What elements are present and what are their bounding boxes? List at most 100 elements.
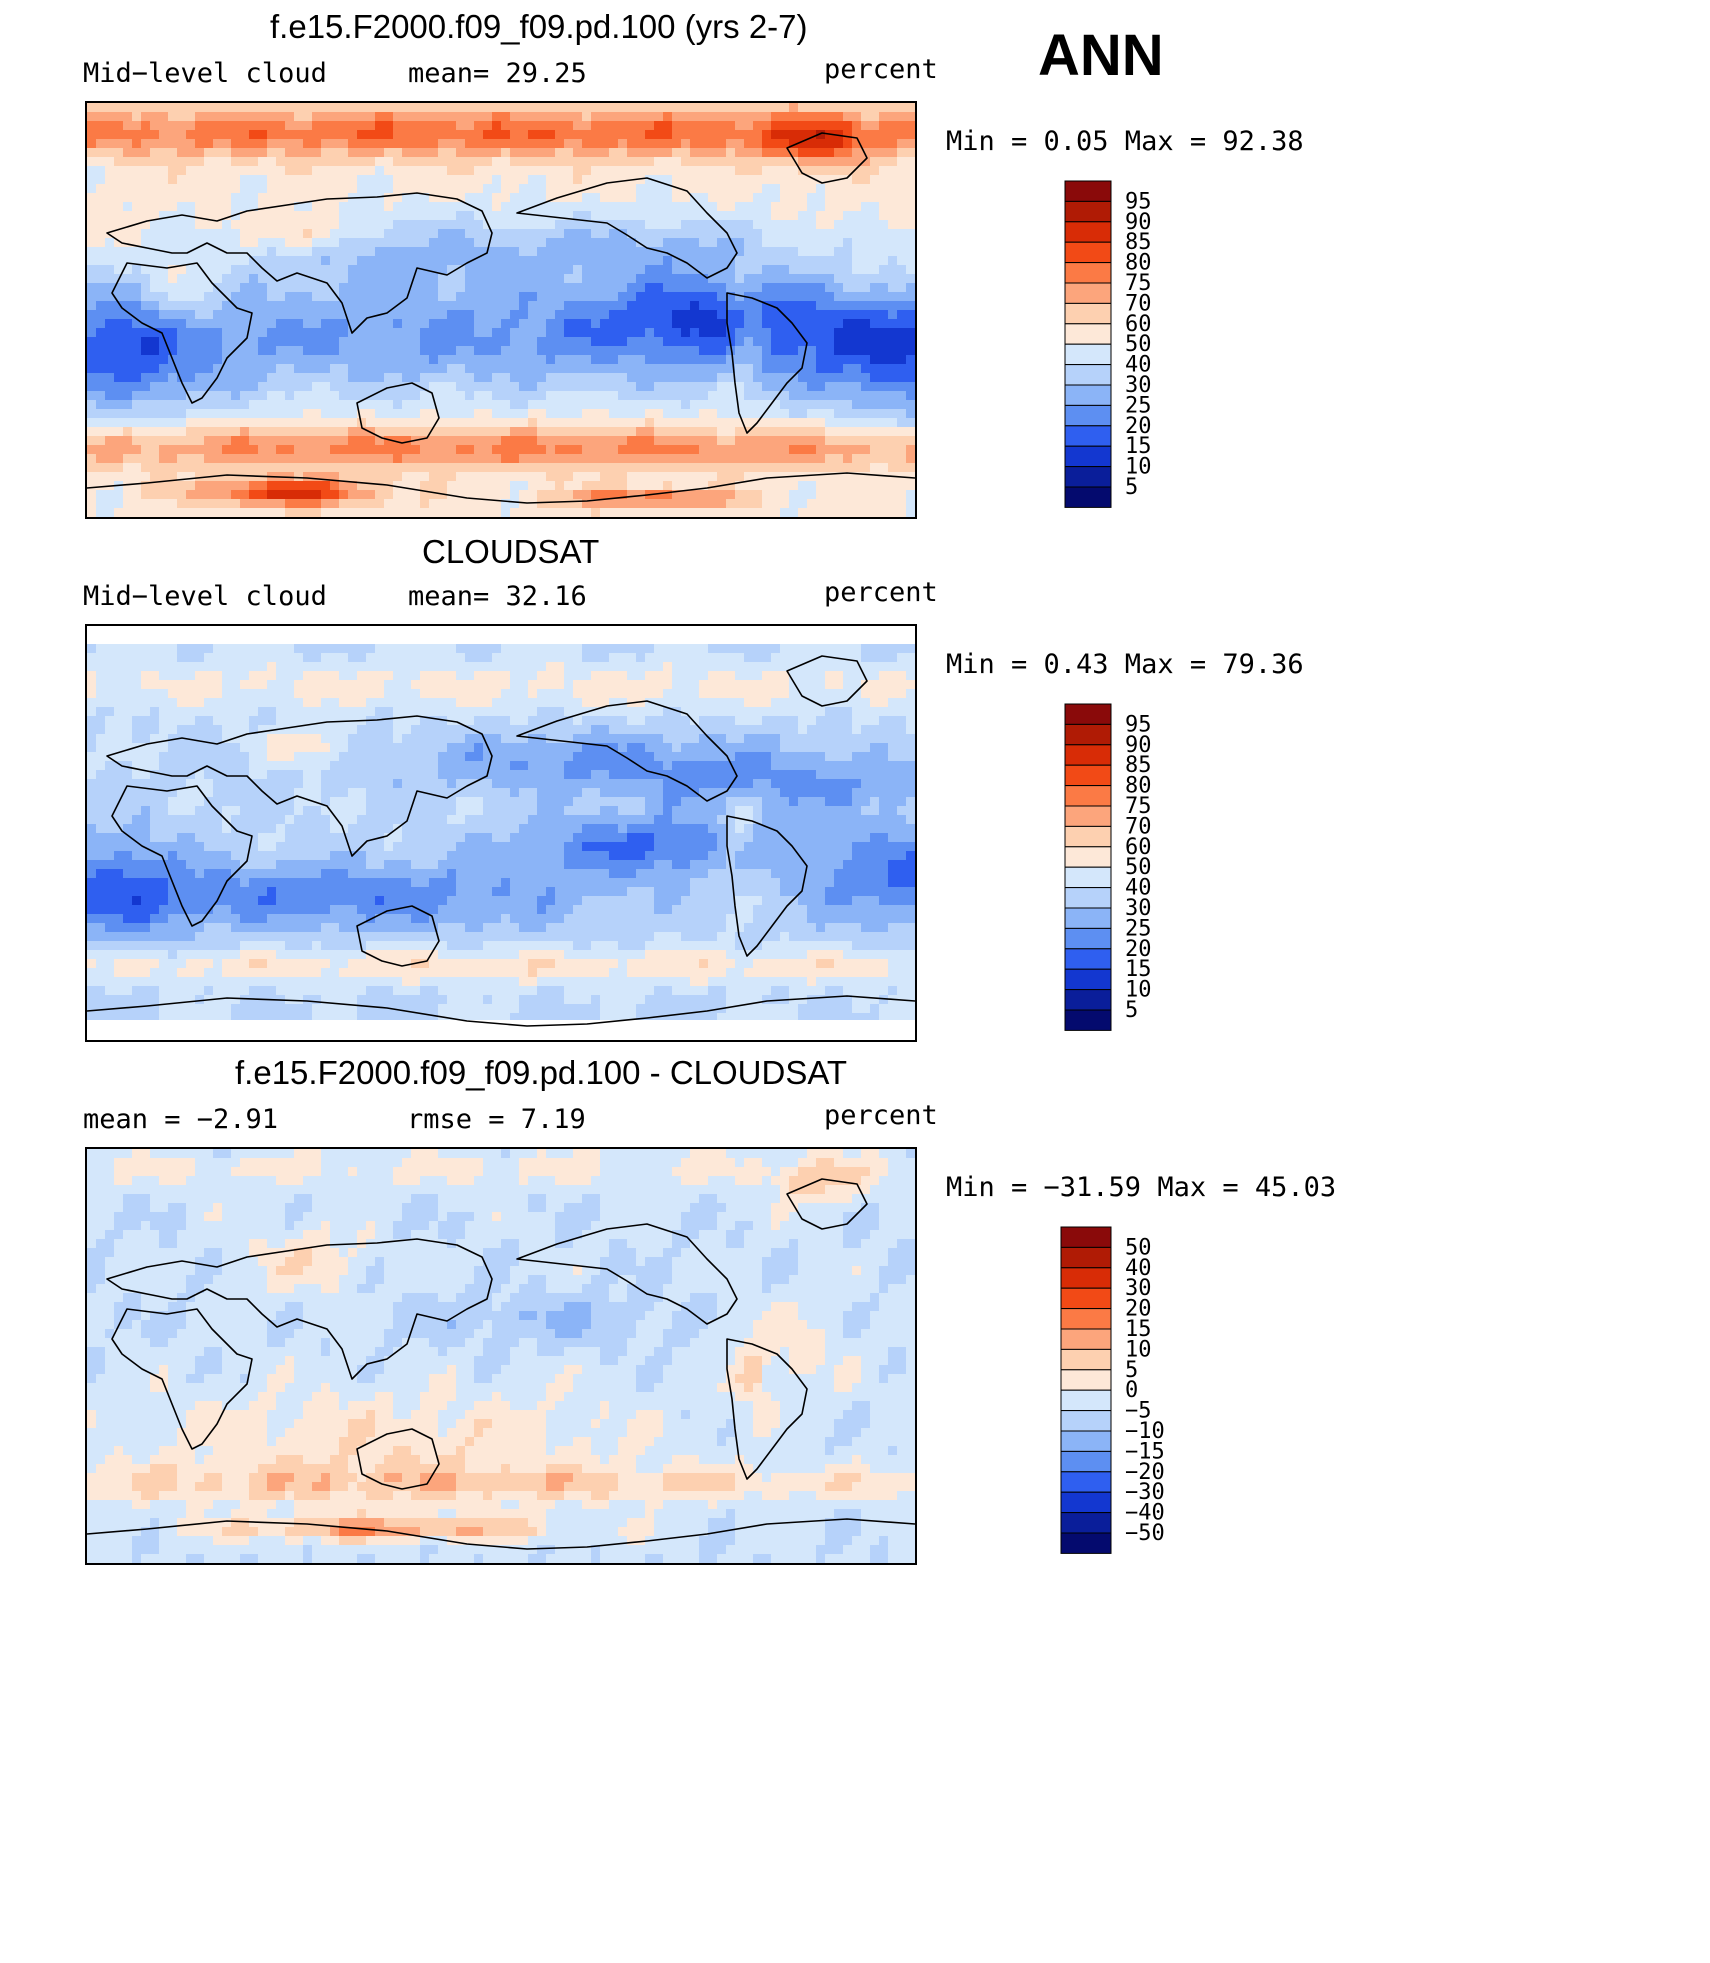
- field-cell: [618, 454, 628, 464]
- field-cell: [501, 355, 511, 365]
- field-cell: [843, 490, 853, 500]
- field-cell: [825, 671, 835, 681]
- field-cell: [600, 121, 610, 131]
- field-cell: [141, 238, 151, 248]
- field-cell: [843, 238, 853, 248]
- field-cell: [501, 680, 511, 690]
- field-cell: [636, 662, 646, 672]
- field-cell: [276, 112, 286, 122]
- field-cell: [384, 292, 394, 302]
- field-cell: [699, 409, 709, 419]
- field-cell: [186, 463, 196, 473]
- field-cell: [339, 283, 349, 293]
- field-cell: [285, 265, 295, 275]
- field-cell: [888, 409, 898, 419]
- field-cell: [564, 301, 574, 311]
- field-cell: [474, 445, 484, 455]
- field-cell: [474, 220, 484, 230]
- field-cell: [168, 103, 178, 113]
- field-cell: [96, 653, 106, 663]
- field-cell: [546, 292, 556, 302]
- field-cell: [654, 364, 664, 374]
- field-cell: [258, 337, 268, 347]
- field-cell: [708, 274, 718, 284]
- field-cell: [861, 463, 871, 473]
- field-cell: [285, 157, 295, 167]
- field-cell: [897, 319, 907, 329]
- field-cell: [744, 373, 754, 383]
- field-cell: [852, 662, 862, 672]
- field-cell: [663, 662, 673, 672]
- field-cell: [195, 292, 205, 302]
- field-cell: [96, 211, 106, 221]
- field-cell: [762, 229, 772, 239]
- field-cell: [222, 283, 232, 293]
- field-cell: [879, 418, 889, 428]
- field-cell: [339, 211, 349, 221]
- field-cell: [654, 653, 664, 663]
- field-cell: [321, 148, 331, 158]
- field-cell: [780, 211, 790, 221]
- field-cell: [258, 112, 268, 122]
- field-cell: [447, 139, 457, 149]
- field-cell: [645, 211, 655, 221]
- field-cell: [114, 184, 124, 194]
- field-cell: [375, 463, 385, 473]
- field-cell: [204, 103, 214, 113]
- field-cell: [690, 346, 700, 356]
- field-cell: [177, 193, 187, 203]
- field-cell: [879, 355, 889, 365]
- field-cell: [96, 238, 106, 248]
- field-cell: [807, 680, 817, 690]
- field-cell: [357, 130, 367, 140]
- field-cell: [330, 680, 340, 690]
- field-cell: [375, 166, 385, 176]
- field-cell: [555, 130, 565, 140]
- field-cell: [780, 283, 790, 293]
- field-cell: [591, 490, 601, 500]
- field-cell: [852, 256, 862, 266]
- field-cell: [636, 472, 646, 482]
- field-cell: [411, 310, 421, 320]
- field-cell: [357, 400, 367, 410]
- field-cell: [483, 418, 493, 428]
- field-cell: [645, 662, 655, 672]
- field-cell: [555, 175, 565, 185]
- field-cell: [510, 373, 520, 383]
- colorbar-box: [1064, 425, 1112, 447]
- field-cell: [843, 355, 853, 365]
- field-cell: [285, 148, 295, 158]
- field-cell: [816, 103, 826, 113]
- field-cell: [546, 121, 556, 131]
- field-cell: [384, 508, 394, 517]
- field-cell: [177, 364, 187, 374]
- field-cell: [123, 391, 133, 401]
- field-cell: [573, 337, 583, 347]
- field-cell: [438, 680, 448, 690]
- field-cell: [825, 454, 835, 464]
- field-cell: [195, 157, 205, 167]
- field-cell: [510, 382, 520, 392]
- field-cell: [330, 499, 340, 509]
- field-cell: [681, 364, 691, 374]
- field-cell: [861, 671, 871, 681]
- field-cell: [492, 328, 502, 338]
- field-cell: [483, 238, 493, 248]
- field-cell: [591, 193, 601, 203]
- field-cell: [555, 265, 565, 275]
- field-cell: [96, 373, 106, 383]
- field-cell: [429, 391, 439, 401]
- field-cell: [330, 653, 340, 663]
- field-cell: [492, 301, 502, 311]
- field-cell: [636, 121, 646, 131]
- field-cell: [510, 229, 520, 239]
- field-cell: [735, 436, 745, 446]
- field-cell: [510, 202, 520, 212]
- coastline: [111, 262, 253, 404]
- field-cell: [366, 211, 376, 221]
- field-cell: [618, 121, 628, 131]
- field-cell: [213, 436, 223, 446]
- field-cell: [906, 373, 915, 383]
- field-cell: [447, 653, 457, 663]
- field-cell: [186, 427, 196, 437]
